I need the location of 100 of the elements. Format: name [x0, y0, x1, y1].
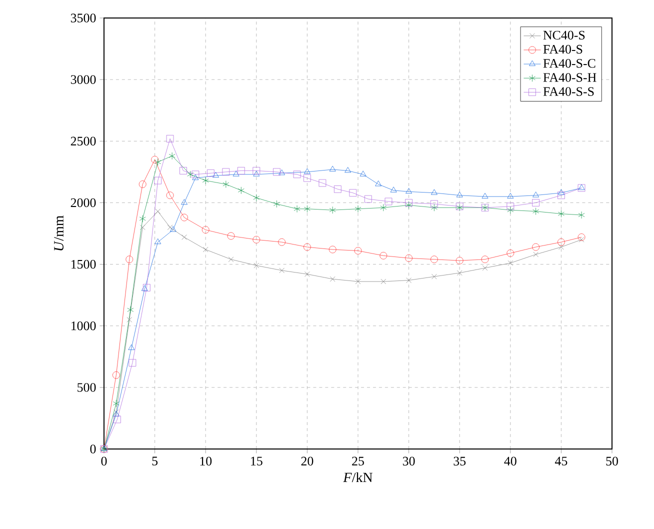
point — [127, 306, 134, 314]
point — [578, 234, 586, 241]
point — [380, 278, 386, 284]
point — [532, 208, 540, 216]
point — [430, 189, 438, 195]
x-tick-label: 25 — [352, 456, 364, 466]
point — [166, 192, 174, 200]
x-tick-label: 15 — [251, 456, 262, 466]
point — [252, 167, 260, 174]
point — [154, 158, 162, 166]
point — [168, 152, 176, 160]
point — [202, 246, 208, 252]
x-tick-label: 20 — [301, 456, 314, 466]
x-tick-label: 40 — [504, 456, 516, 466]
point — [380, 252, 388, 260]
point — [304, 243, 311, 251]
point — [222, 180, 230, 188]
point — [508, 260, 514, 266]
point — [238, 186, 244, 194]
y-tick-label: 1500 — [71, 260, 96, 269]
point — [273, 168, 280, 176]
point — [254, 262, 260, 268]
point — [142, 284, 150, 292]
point — [304, 174, 311, 182]
point — [405, 199, 412, 206]
x-tick-label: 5 — [152, 456, 158, 466]
point — [481, 256, 489, 264]
x-tick-label: 0 — [101, 456, 107, 466]
point — [154, 176, 162, 184]
point — [222, 168, 230, 176]
x-axis-title: F/kN — [343, 472, 372, 482]
point — [278, 238, 286, 246]
point — [253, 194, 260, 202]
point — [155, 208, 161, 214]
point — [202, 176, 209, 184]
point — [166, 134, 174, 142]
point — [138, 180, 146, 188]
point — [253, 170, 260, 176]
point — [182, 234, 187, 240]
point — [278, 169, 286, 176]
point — [141, 285, 148, 291]
y-tick-label: 3000 — [70, 75, 96, 84]
point — [180, 214, 188, 222]
point — [202, 226, 210, 234]
point — [380, 204, 387, 212]
point — [532, 199, 540, 206]
point — [304, 205, 310, 213]
point — [532, 243, 540, 251]
point — [187, 170, 194, 178]
point — [533, 252, 538, 258]
point — [167, 224, 173, 230]
point — [405, 254, 412, 262]
point — [578, 236, 584, 242]
x-tick-label: 50 — [606, 456, 618, 466]
point — [349, 189, 357, 197]
point — [140, 224, 146, 230]
point — [304, 271, 310, 277]
point — [354, 205, 362, 213]
point — [227, 232, 235, 240]
y-tick-label: 2500 — [70, 136, 96, 146]
point — [432, 274, 437, 280]
y-tick-label: 1000 — [71, 321, 96, 330]
y-tick-label: 3500 — [70, 14, 96, 22]
point — [456, 270, 462, 276]
point — [206, 169, 214, 177]
point — [507, 192, 514, 198]
point — [578, 211, 585, 219]
point — [304, 168, 310, 174]
point — [558, 210, 564, 218]
x-tick-label: 10 — [200, 456, 212, 466]
point — [170, 226, 176, 232]
point — [126, 317, 132, 322]
x-tick-label: 30 — [402, 456, 415, 466]
point — [180, 167, 187, 174]
point — [456, 256, 464, 264]
legend-label: FA40-S-C — [543, 58, 596, 68]
point — [128, 344, 135, 350]
point — [506, 250, 514, 257]
point — [279, 268, 284, 274]
point — [212, 172, 219, 178]
point — [406, 201, 412, 209]
point — [558, 189, 564, 195]
point — [126, 256, 134, 264]
point — [328, 246, 336, 254]
point — [192, 170, 200, 178]
point — [228, 256, 234, 262]
point — [232, 170, 240, 176]
point — [237, 167, 245, 174]
point — [274, 200, 280, 208]
point — [112, 400, 120, 408]
legend-label: FA40-S — [543, 44, 582, 54]
y-tick-label: 0 — [90, 444, 96, 454]
point — [406, 278, 412, 283]
legend-label: FA40-S-H — [543, 73, 596, 82]
x-tick-label: 45 — [554, 456, 568, 466]
point — [293, 170, 301, 178]
point — [390, 186, 397, 192]
point — [334, 185, 342, 193]
legend-label: NC40-S — [543, 30, 585, 40]
point — [406, 188, 412, 194]
